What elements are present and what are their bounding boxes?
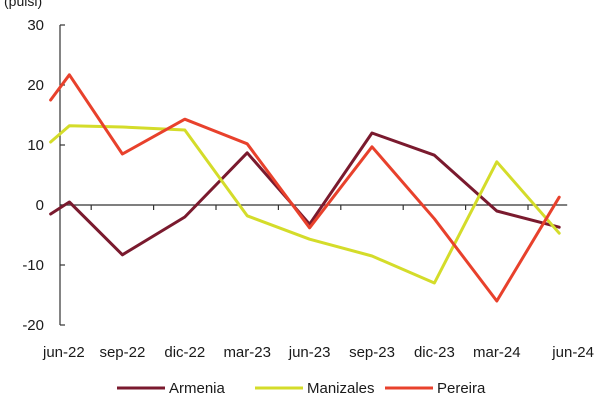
x-tick-label: mar-23 [223, 344, 271, 361]
y-tick-label: 20 [27, 77, 44, 94]
y-tick-label: 0 [36, 197, 44, 214]
series-lines [49, 73, 561, 303]
legend-label: Manizales [307, 380, 375, 397]
y-tick-label: 30 [27, 17, 44, 34]
x-tick-labels: jun-22 sep-22 dic-22 mar-23 jun-23 sep-23 dic-… [42, 344, 594, 361]
x-tick-label: dic-23 [414, 344, 455, 361]
x-tick-label: sep-22 [99, 344, 145, 361]
series-line-armenia [49, 131, 561, 257]
x-tick-label: jun-24 [551, 344, 594, 361]
x-tick-label: mar-24 [473, 344, 521, 361]
y-tick-label: 10 [27, 137, 44, 154]
legend-label: Armenia [169, 380, 226, 397]
x-tick-label: dic-22 [164, 344, 205, 361]
y-tick-labels: -20 -10 0 10 20 30 [22, 17, 44, 334]
y-tick-label: -20 [22, 317, 44, 334]
x-tick-label: sep-23 [349, 344, 395, 361]
series-line-pereira [49, 73, 561, 303]
y-tick-label: -10 [22, 257, 44, 274]
series-line-manizales [49, 124, 561, 285]
legend-label: Pereira [437, 380, 486, 397]
x-tick-label: jun-23 [288, 344, 331, 361]
x-tick-label: jun-22 [42, 344, 85, 361]
legend: Armenia Manizales Pereira [117, 380, 486, 397]
top-partial-text: (pulsi) [4, 0, 42, 9]
